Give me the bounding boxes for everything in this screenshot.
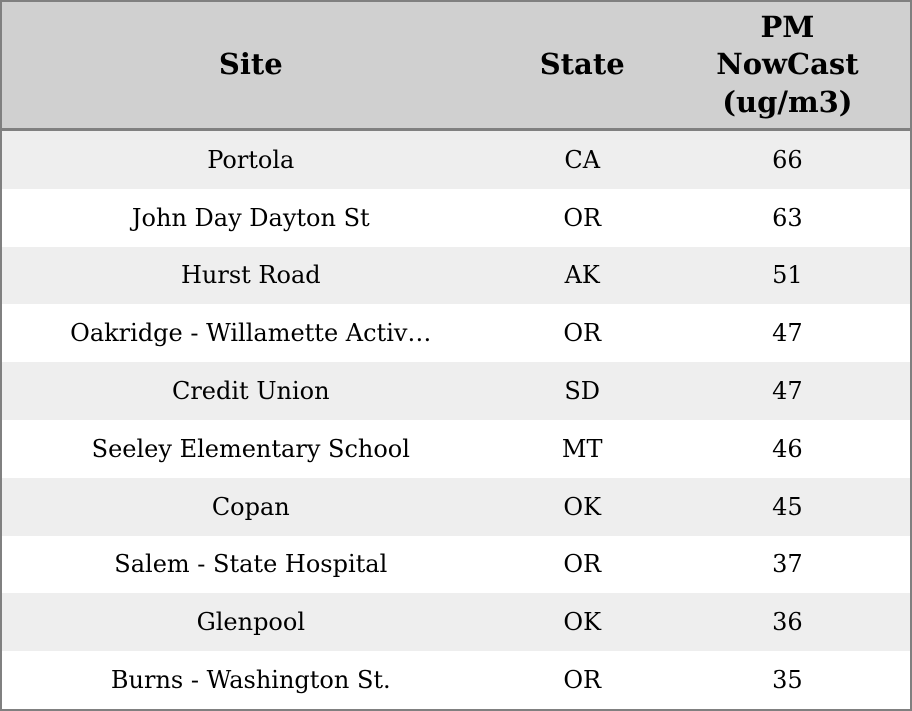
state-cell: MT bbox=[561, 434, 603, 463]
site-cell: Burns - Washington St. bbox=[110, 666, 391, 695]
table-row: Hurst Road AK 51 bbox=[2, 246, 910, 305]
site-cell: Portola bbox=[207, 145, 295, 174]
site-cell: Hurst Road bbox=[180, 261, 321, 290]
table-row: Portola CA 66 bbox=[2, 131, 910, 189]
column-header-site: Site bbox=[218, 47, 283, 82]
site-cell: Seeley Elementary School bbox=[91, 434, 410, 463]
table-row: Burns - Washington St. OR 35 bbox=[2, 651, 910, 709]
site-cell: Credit Union bbox=[171, 377, 330, 406]
site-cell: Salem - State Hospital bbox=[114, 550, 388, 579]
table-row: Seeley Elementary School MT 46 bbox=[2, 419, 910, 478]
pm-nowcast-cell: 46 bbox=[772, 434, 803, 463]
site-cell: Glenpool bbox=[196, 608, 306, 637]
state-cell: OR bbox=[563, 550, 602, 579]
state-cell: OK bbox=[563, 492, 601, 521]
table-row: Oakridge - Willamette Activ… OR 47 bbox=[2, 304, 910, 363]
state-cell: OR bbox=[563, 319, 602, 348]
pm-nowcast-cell: 36 bbox=[772, 608, 803, 637]
site-cell: Oakridge - Willamette Activ… bbox=[70, 319, 432, 348]
pm-nowcast-cell: 51 bbox=[772, 261, 803, 290]
column-header-state: State bbox=[539, 47, 625, 82]
column-header-pm-nowcast: PM NowCast (ug/m3) bbox=[716, 10, 859, 119]
state-cell: OR bbox=[563, 203, 602, 232]
site-cell: John Day Dayton St bbox=[131, 203, 370, 232]
state-cell: OK bbox=[563, 608, 601, 637]
pm-nowcast-cell: 35 bbox=[772, 666, 803, 695]
state-cell: OR bbox=[563, 666, 602, 695]
table-row: Credit Union SD 47 bbox=[2, 362, 910, 420]
table-row: Copan OK 45 bbox=[2, 477, 910, 536]
table-header-row: Site State PM NowCast (ug/m3) bbox=[2, 2, 910, 131]
state-cell: SD bbox=[564, 377, 601, 406]
pm-nowcast-cell: 47 bbox=[772, 319, 803, 348]
pm-nowcast-cell: 63 bbox=[772, 203, 803, 232]
table-body: Portola CA 66 John Day Dayton St OR 63 H… bbox=[2, 131, 910, 709]
pm-nowcast-cell: 66 bbox=[772, 145, 803, 174]
state-cell: CA bbox=[564, 145, 601, 174]
table-row: Glenpool OK 36 bbox=[2, 593, 910, 652]
pm-nowcast-cell: 37 bbox=[772, 550, 803, 579]
pm-nowcast-cell: 45 bbox=[772, 492, 803, 521]
pm-nowcast-cell: 47 bbox=[772, 377, 803, 406]
table-row: Salem - State Hospital OR 37 bbox=[2, 535, 910, 594]
table-row: John Day Dayton St OR 63 bbox=[2, 188, 910, 247]
state-cell: AK bbox=[564, 261, 600, 290]
site-cell: Copan bbox=[211, 492, 290, 521]
